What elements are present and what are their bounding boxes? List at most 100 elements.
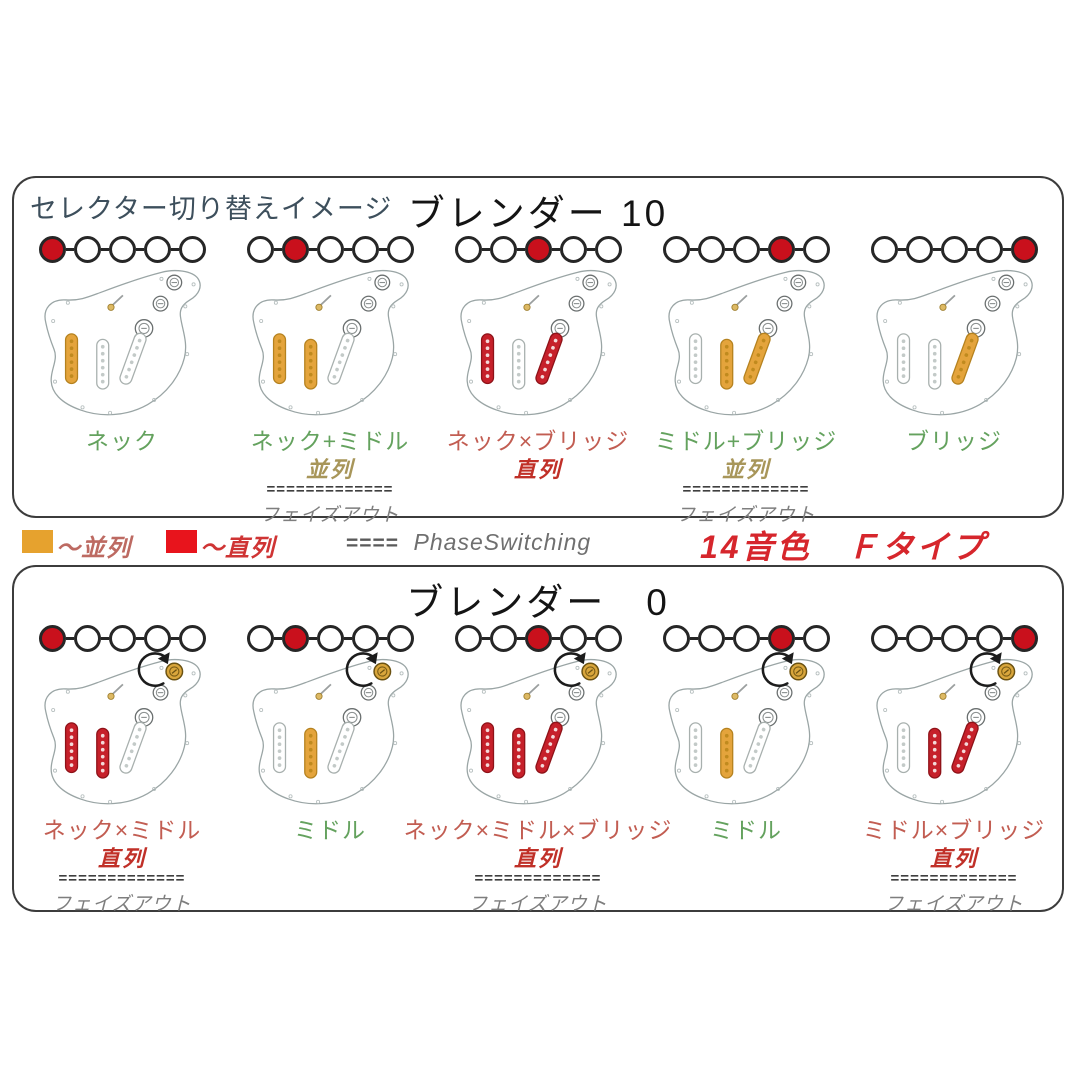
pickguard-diagram: [229, 652, 431, 811]
pickguard-diagram: [437, 652, 639, 811]
phase-out-label: フェイズアウト: [676, 505, 816, 526]
selector-dot: [489, 235, 517, 263]
pickup-setting-card: ネック×ブリッジ 直列: [434, 226, 642, 527]
selector-dot-connector: [516, 247, 525, 251]
selector-dot-connector: [724, 247, 733, 251]
pickup-combination-label: ミドル×ブリッジ: [862, 817, 1046, 843]
phase-out-label: フェイズアウト: [260, 505, 400, 526]
selector-dot-connector: [551, 247, 560, 251]
selector-dot: [454, 624, 482, 652]
pickup-combination-label: ネック×ミドル: [42, 817, 202, 843]
selector-dot: [975, 624, 1003, 652]
series-legend-label: ～直列: [200, 535, 275, 562]
phase-out-dashes: =============: [682, 481, 810, 498]
selector-dot-connector: [759, 636, 768, 640]
selector-dot-connector: [689, 247, 698, 251]
selector-dot-connector: [343, 636, 352, 640]
pickguard-diagram: [645, 266, 847, 422]
selector-dot: [316, 624, 344, 652]
selector-dot: [316, 235, 344, 263]
selector-dot: [246, 624, 274, 652]
pickup-setting-card: ネック+ミドル 並列 ============= フェイズアウト: [226, 226, 434, 527]
wiring-mode-label: 並列: [305, 457, 354, 482]
selector-dot: [246, 235, 274, 263]
pickup-setting-card: ミドル: [226, 615, 434, 916]
selector-position-indicator: [246, 234, 414, 264]
selector-dot-active: [1010, 235, 1038, 263]
pickup-combination-label: ネック×ブリッジ: [446, 428, 630, 454]
pickup-setting-card: ブリッジ: [850, 226, 1058, 527]
pickup-combination-label: ミドル: [294, 817, 366, 843]
phase-out-dashes: =============: [474, 870, 602, 887]
selector-dot-connector: [759, 247, 768, 251]
selector-dot-connector: [343, 247, 352, 251]
phase-out-dashes: =============: [58, 870, 186, 887]
selector-dot-active: [38, 235, 66, 263]
pickguard-diagram: [853, 652, 1055, 811]
selector-position-indicator: [38, 234, 206, 264]
pickup-setting-card: ネック×ミドル 直列 ============= フェイズアウト: [18, 615, 226, 916]
selector-dot-connector: [481, 636, 490, 640]
phase-out-label: フェイズアウト: [468, 894, 608, 915]
wiring-mode-label: 直列: [929, 846, 978, 871]
panel-corner-title: セレクター切り替えイメージ: [30, 194, 393, 224]
selector-dot-connector: [932, 247, 941, 251]
selector-dot: [143, 235, 171, 263]
selector-dot: [905, 235, 933, 263]
selector-dot-active: [1010, 624, 1038, 652]
parallel-color-swatch: [22, 530, 53, 553]
selector-dot-connector: [65, 247, 74, 251]
selector-dot-connector: [897, 636, 906, 640]
selector-dot-connector: [967, 247, 976, 251]
selector-position-indicator: [870, 234, 1038, 264]
selector-dot-connector: [135, 636, 144, 640]
wiring-mode-label: 直列: [513, 457, 562, 482]
selector-dot-connector: [794, 247, 803, 251]
selector-dot: [662, 624, 690, 652]
selector-position-indicator: [454, 623, 622, 653]
selector-dot: [108, 235, 136, 263]
selector-dot-connector: [516, 636, 525, 640]
selector-dot-connector: [1002, 247, 1011, 251]
blender-10-cards: ネック ネック+ミドル 並列 ============= フェイズアウト: [18, 226, 1058, 527]
phase-out-dashes: =============: [890, 870, 1018, 887]
phase-out-dashes: =============: [266, 481, 394, 498]
selector-dot: [870, 624, 898, 652]
selector-dot: [697, 235, 725, 263]
pickup-combination-label: ミドル+ブリッジ: [654, 428, 838, 454]
pickguard-diagram: [21, 652, 223, 811]
selector-dot: [802, 235, 830, 263]
wiring-mode-label: 並列: [721, 457, 770, 482]
selector-dot: [940, 624, 968, 652]
selector-dot-active: [524, 235, 552, 263]
selector-dot: [594, 235, 622, 263]
parallel-legend-label: ～並列: [56, 535, 131, 562]
blender-10-panel: セレクター切り替えイメージ ブレンダー 10 ネック: [12, 176, 1064, 526]
selector-dot: [940, 235, 968, 263]
selector-dot-connector: [689, 636, 698, 640]
selector-dot-active: [767, 624, 795, 652]
selector-dot-connector: [1002, 636, 1011, 640]
selector-dot-connector: [551, 636, 560, 640]
blender-0-title: ブレンダー 0: [406, 582, 670, 623]
pickguard-diagram: [437, 266, 639, 422]
selector-dot-connector: [378, 636, 387, 640]
selector-dot-connector: [135, 247, 144, 251]
selector-dot: [594, 624, 622, 652]
selector-dot: [870, 235, 898, 263]
pickup-combination-label: ネック×ミドル×ブリッジ: [403, 817, 673, 843]
blender-0-panel: ブレンダー 0 ネック×ミドル 直列 ============= フェイズアウト: [12, 565, 1064, 915]
selector-dot: [178, 624, 206, 652]
selector-dot-connector: [378, 247, 387, 251]
selector-dot-connector: [481, 247, 490, 251]
phase-switching-label: PhaseSwitching: [413, 529, 592, 555]
selector-position-indicator: [246, 623, 414, 653]
pickup-combination-label: ブリッジ: [906, 428, 1002, 454]
selector-position-indicator: [662, 623, 830, 653]
legend-bar: ～並列 ～直列 ==== PhaseSwitching 14音色 Ｆタイプ: [0, 520, 1080, 565]
selector-dot-active: [281, 624, 309, 652]
selector-dot: [559, 624, 587, 652]
selector-dot: [662, 235, 690, 263]
selector-dot: [351, 624, 379, 652]
